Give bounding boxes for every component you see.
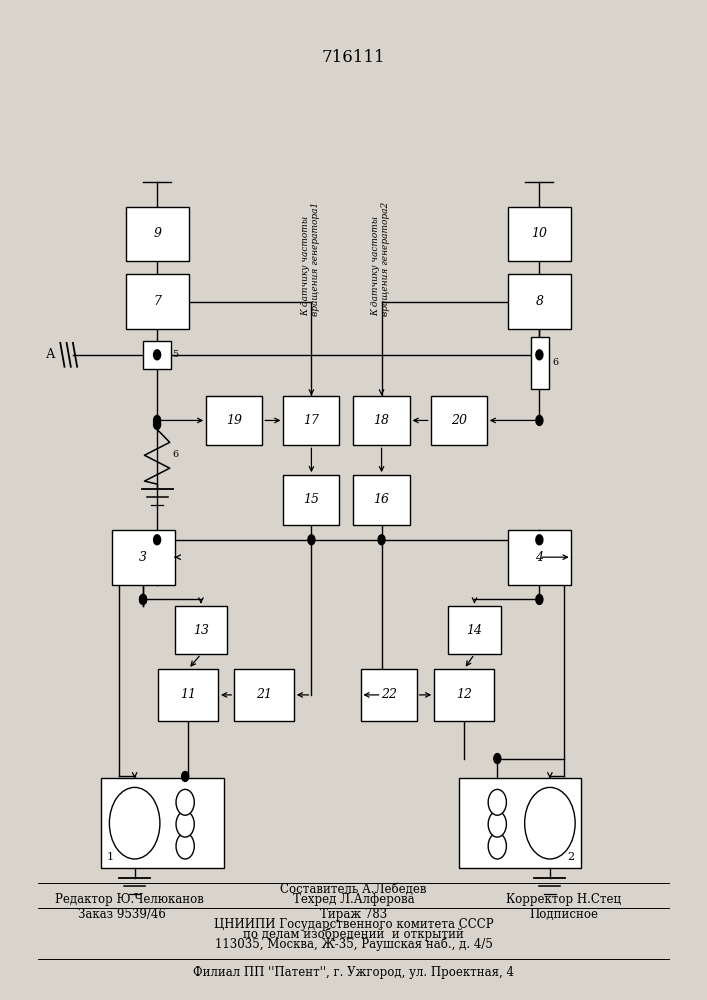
Text: 8: 8 [535,295,544,308]
Text: К датчику частоты
вращения генератора2: К датчику частоты вращения генератора2 [371,202,390,316]
Text: 11: 11 [180,688,197,701]
Text: 4: 4 [535,551,544,564]
Circle shape [488,833,506,859]
Text: 20: 20 [451,414,467,427]
Text: 14: 14 [467,624,482,637]
Bar [101,778,223,868]
Circle shape [536,350,543,360]
Circle shape [139,594,146,604]
Bar [434,669,493,721]
Circle shape [139,594,146,604]
Circle shape [536,535,543,545]
Text: 17: 17 [303,414,320,427]
Text: Заказ 9539/46: Заказ 9539/46 [78,908,166,921]
Circle shape [153,535,160,545]
Circle shape [378,535,385,545]
Bar [508,207,571,261]
Bar [459,778,581,868]
Bar [126,207,189,261]
Text: К датчику частоты
вращения генератора1: К датчику частоты вращения генератора1 [301,202,320,316]
Bar [234,669,294,721]
Bar [508,274,571,329]
Bar [508,530,571,585]
Bar [431,396,487,445]
Bar [284,396,339,445]
Text: 22: 22 [380,688,397,701]
Text: 9: 9 [153,227,161,240]
Bar [284,475,339,525]
Bar [158,669,218,721]
Bar [175,606,227,654]
Text: 7: 7 [153,295,161,308]
Circle shape [536,415,543,425]
Text: А: А [46,348,55,361]
Circle shape [176,811,194,837]
Text: Тираж 783: Тираж 783 [320,908,387,921]
Text: 6: 6 [552,358,558,367]
Bar [448,606,501,654]
Circle shape [308,535,315,545]
Circle shape [153,419,160,429]
Text: Редактор Ю.Челюканов: Редактор Ю.Челюканов [54,893,204,906]
Text: 10: 10 [532,227,547,240]
Circle shape [488,811,506,837]
Circle shape [493,754,501,764]
Bar [206,396,262,445]
Text: по делам изобредений  и открытий: по делам изобредений и открытий [243,928,464,941]
Text: 19: 19 [226,414,243,427]
Circle shape [525,787,575,859]
Text: Корректор Н.Стец: Корректор Н.Стец [506,893,621,906]
Text: 5: 5 [173,350,179,359]
Bar [531,337,549,389]
Circle shape [110,787,160,859]
Text: Составитель А.Лебедев: Составитель А.Лебедев [280,883,427,896]
Circle shape [536,594,543,604]
Text: 113035, Москва, Ж-35, Раушская наб., д. 4/5: 113035, Москва, Ж-35, Раушская наб., д. … [214,938,493,951]
Text: 3: 3 [139,551,147,564]
Text: 12: 12 [456,688,472,701]
Bar [354,396,409,445]
Circle shape [153,415,160,425]
Bar [143,341,171,369]
Bar [361,669,416,721]
Bar [126,274,189,329]
Text: Филиал ПП ''Патент'', г. Ужгород, ул. Проектная, 4: Филиал ПП ''Патент'', г. Ужгород, ул. Пр… [193,966,514,979]
Bar [354,475,409,525]
Text: 18: 18 [373,414,390,427]
Circle shape [176,833,194,859]
Circle shape [153,350,160,360]
Text: 716111: 716111 [322,49,385,66]
Text: 2: 2 [568,852,575,862]
Text: Подписное: Подписное [530,908,598,921]
Circle shape [176,789,194,815]
Text: 6: 6 [173,450,179,459]
Text: 13: 13 [193,624,209,637]
Text: ЦНИИПИ Государственного комитета СССР: ЦНИИПИ Государственного комитета СССР [214,918,493,931]
Text: 1: 1 [107,852,114,862]
Text: 15: 15 [303,493,320,506]
Bar [112,530,175,585]
Circle shape [488,789,506,815]
Text: 16: 16 [373,493,390,506]
Text: Техред Л.Алферова: Техред Л.Алферова [293,893,414,906]
Circle shape [182,771,189,781]
Text: 21: 21 [256,688,272,701]
